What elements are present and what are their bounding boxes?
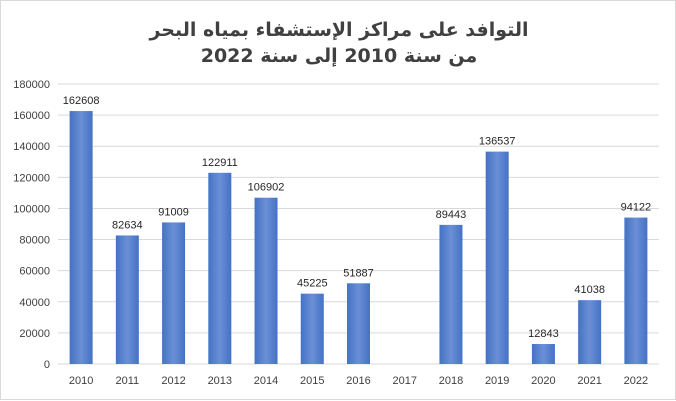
y-tick-label: 0 — [44, 359, 50, 371]
bars — [69, 111, 648, 364]
x-tick-label-2020: 2020 — [531, 375, 555, 387]
x-tick-label-2018: 2018 — [439, 375, 463, 387]
x-tick-label-2016: 2016 — [346, 375, 370, 387]
data-label-2018: 89443 — [436, 209, 467, 221]
data-label-2015: 45225 — [297, 278, 328, 290]
bar-2013 — [208, 172, 232, 364]
x-tick-label-2021: 2021 — [577, 375, 601, 387]
data-label-2020: 12843 — [528, 328, 559, 340]
bar-2021 — [578, 300, 602, 364]
y-tick-label: 60000 — [19, 266, 50, 278]
y-tick-label: 180000 — [13, 79, 50, 91]
x-tick-label-2014: 2014 — [254, 375, 278, 387]
x-tick-label-2022: 2022 — [624, 375, 648, 387]
y-tick-label: 140000 — [13, 141, 50, 153]
x-tick-label-2013: 2013 — [208, 375, 232, 387]
data-label-2012: 91009 — [158, 206, 189, 218]
data-labels: 162608 82634 91009 122911 106902 45225 51887 89… — [63, 95, 651, 340]
bar-2016 — [347, 283, 370, 364]
bar-2014 — [254, 197, 278, 364]
x-axis-ticks: 2010 2011 2012 2013 2014 2015 2016 2017 2018 2019… — [69, 375, 648, 387]
bar-2020 — [531, 344, 555, 364]
data-label-2022: 94122 — [621, 202, 652, 214]
data-label-2010: 162608 — [63, 95, 100, 107]
y-tick-label: 160000 — [13, 110, 50, 122]
bar-2018 — [439, 224, 463, 364]
y-tick-label: 120000 — [13, 172, 50, 184]
bar-2012 — [162, 222, 186, 364]
data-label-2021: 41038 — [574, 284, 605, 296]
data-label-2013: 122911 — [202, 157, 238, 169]
x-tick-label-2019: 2019 — [485, 375, 509, 387]
x-tick-label-2012: 2012 — [161, 375, 185, 387]
x-tick-label-2010: 2010 — [69, 375, 93, 387]
y-tick-label: 80000 — [19, 235, 50, 247]
x-tick-label-2017: 2017 — [392, 375, 416, 387]
data-label-2014: 106902 — [248, 182, 285, 194]
y-tick-label: 20000 — [19, 328, 50, 340]
y-tick-label: 40000 — [19, 297, 50, 309]
x-tick-label-2015: 2015 — [300, 375, 324, 387]
data-label-2016: 51887 — [343, 267, 374, 279]
bar-2022 — [624, 217, 648, 364]
data-label-2011: 82634 — [112, 219, 143, 231]
y-axis-ticks: 0 20000 40000 60000 80000 100000 120000 140000 1… — [13, 79, 50, 371]
data-label-2019: 136537 — [479, 136, 516, 148]
x-tick-label-2011: 2011 — [116, 375, 140, 387]
bar-2015 — [300, 293, 324, 364]
chart-title: التوافد على مراكز الإستشفاء بمياه البحر — [148, 19, 528, 41]
bar-2011 — [115, 235, 139, 364]
gridlines — [58, 83, 659, 365]
chart-subtitle: من سنة 2010 إلى سنة 2022 — [201, 45, 478, 67]
y-tick-label: 100000 — [13, 203, 50, 215]
bar-2019 — [485, 151, 509, 364]
bar-2010 — [69, 111, 93, 364]
